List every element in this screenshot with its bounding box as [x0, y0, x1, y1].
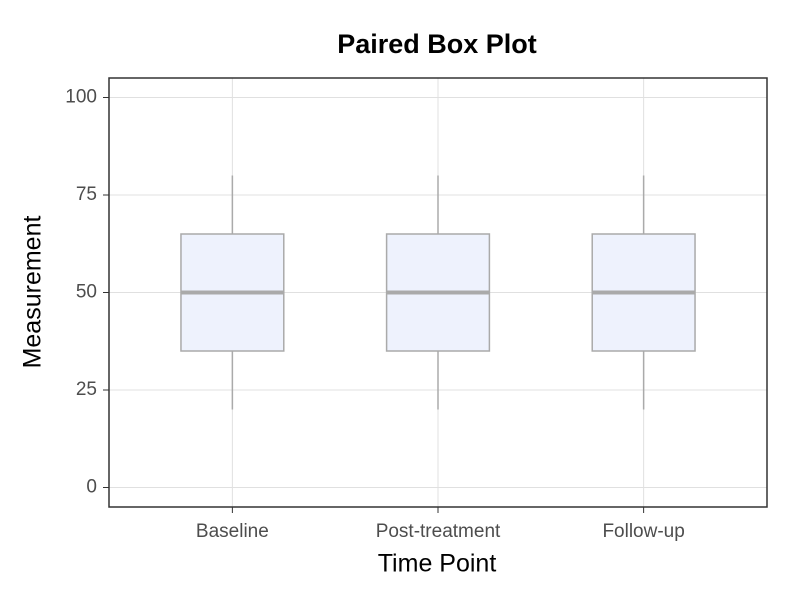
y-tick-label: 100: [65, 87, 97, 108]
x-tick-label: Follow-up: [602, 521, 684, 542]
y-axis-title: Measurement: [19, 216, 47, 369]
y-tick-label: 0: [86, 477, 97, 498]
x-tick-label: Baseline: [196, 521, 269, 542]
y-tick-label: 75: [76, 184, 97, 205]
panel-border: [108, 77, 768, 508]
x-axis-title: Time Point: [378, 550, 497, 578]
chart-title: Paired Box Plot: [337, 29, 537, 59]
x-tick-label: Post-treatment: [376, 521, 501, 542]
y-tick-label: 25: [76, 379, 97, 400]
y-tick-label: 50: [76, 282, 97, 303]
